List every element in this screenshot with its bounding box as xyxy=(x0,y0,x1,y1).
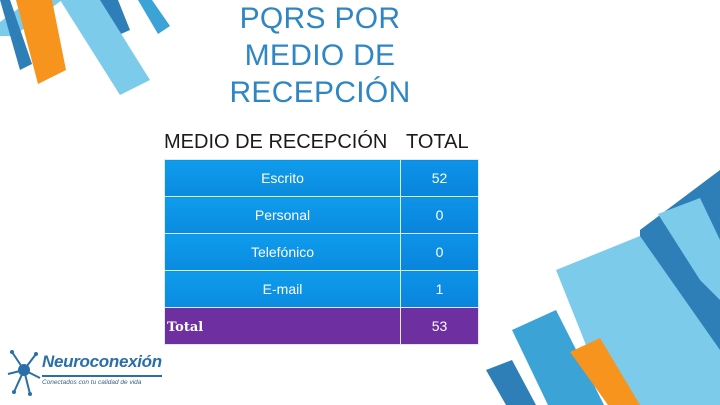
cell-total: 52 xyxy=(400,159,479,197)
slide-title-line-3: RECEPCIÓN xyxy=(229,76,411,109)
total-value-cell: 53 xyxy=(400,307,479,345)
logo-underline xyxy=(42,375,162,377)
deco-bar-dark-blue-bottom xyxy=(486,360,536,405)
column-header-medio: MEDIO DE RECEPCIÓN xyxy=(164,131,388,153)
cell-medio: Telefónico xyxy=(164,233,401,271)
deco-bar-light-blue-right xyxy=(658,198,720,300)
total-label-cell: Total xyxy=(164,307,401,345)
logo-tagline: Conectados con tu calidad de vida xyxy=(42,379,142,386)
deco-bar-mid-blue-bottom xyxy=(512,310,604,405)
slide-title: PQRS POR MEDIO DE RECEPCIÓN xyxy=(200,0,440,111)
deco-bar-light-blue-big xyxy=(556,236,720,405)
cell-total: 0 xyxy=(400,233,479,271)
deco-bar-orange-bottom xyxy=(570,338,640,405)
table-total-row: Total 53 xyxy=(164,307,479,345)
deco-bar-light-blue-topleft-2 xyxy=(60,0,150,95)
deco-bar-mid-blue-topleft xyxy=(0,0,32,70)
company-logo: Neuroconexión Conectados con tu calidad … xyxy=(6,348,166,398)
reception-table: Escrito 52 Personal 0 Telefónico 0 E-mai… xyxy=(164,159,479,345)
deco-bar-cyan-topleft xyxy=(138,0,170,34)
table-row: E-mail 1 xyxy=(164,270,479,308)
deco-bar-dark-blue-topleft xyxy=(96,0,130,38)
cell-medio: Escrito xyxy=(164,159,401,197)
table-row: Escrito 52 xyxy=(164,159,479,197)
cell-medio: Personal xyxy=(164,196,401,234)
deco-bar-light-blue-topleft xyxy=(0,0,62,36)
cell-total: 1 xyxy=(400,270,479,308)
slide-title-line-1: PQRS POR xyxy=(239,2,401,35)
column-header-total: TOTAL xyxy=(406,131,469,153)
total-label: Total xyxy=(167,319,204,335)
cell-medio: E-mail xyxy=(164,270,401,308)
neuron-icon xyxy=(7,350,41,396)
table-row: Personal 0 xyxy=(164,196,479,234)
slide-title-line-2: MEDIO DE xyxy=(244,39,396,72)
deco-bar-dark-blue-right xyxy=(640,170,720,405)
logo-name: Neuroconexión xyxy=(42,352,162,371)
table-row: Telefónico 0 xyxy=(164,233,479,271)
cell-total: 0 xyxy=(400,196,479,234)
deco-bar-orange-topleft xyxy=(16,0,66,84)
